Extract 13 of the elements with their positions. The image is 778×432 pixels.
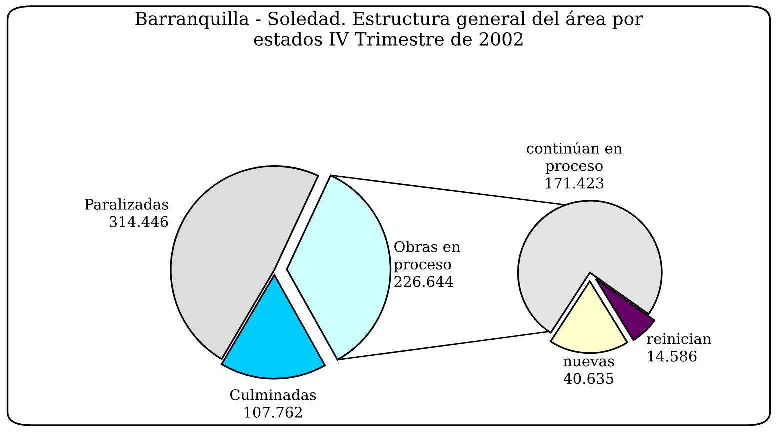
slice-label: Culminadas xyxy=(230,389,316,401)
chart-title: Barranquilla - Soledad. Estructura general del área por estados IV Trimestre de 2002 xyxy=(136,10,644,46)
data-label: 14.586 xyxy=(648,350,697,362)
slice-label: nuevas xyxy=(564,358,614,367)
slice-label: continúan en proceso xyxy=(527,142,622,174)
slice-label: Paralizadas xyxy=(85,198,168,210)
data-label: 314.446 xyxy=(110,216,168,228)
data-label: 107.762 xyxy=(244,406,302,418)
data-label: 171.423 xyxy=(546,178,604,189)
slice-label: Obras en proceso xyxy=(394,241,460,273)
data-label: 40.635 xyxy=(564,373,614,384)
slice-label: reinician xyxy=(647,333,712,344)
data-label: 226.644 xyxy=(394,276,454,288)
